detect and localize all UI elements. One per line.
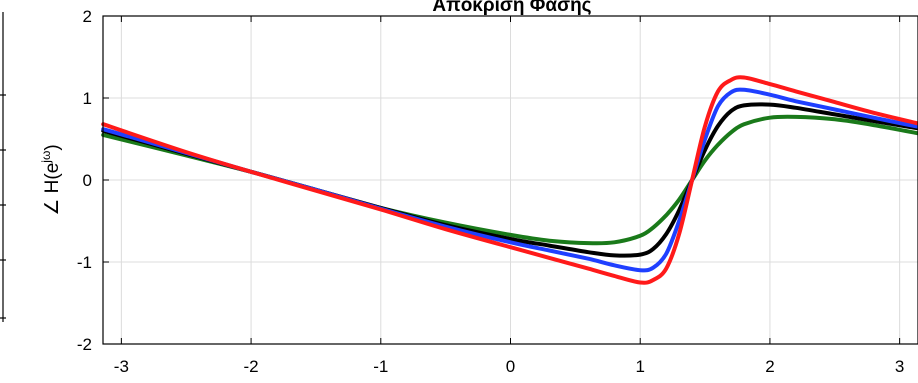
chart-title: Απόκριση Φάσης: [432, 0, 591, 16]
x-tick-label: -3: [114, 357, 129, 376]
x-tick-label: 2: [765, 357, 774, 376]
x-tick-label: 3: [895, 357, 904, 376]
y-axis-label-main: ∠ H(e: [42, 163, 63, 216]
y-axis-label-superscript: jω: [39, 151, 53, 164]
y-tick-label: 2: [83, 7, 92, 26]
y-tick-label: -1: [77, 253, 92, 272]
y-tick-label: 1: [83, 89, 92, 108]
x-tick-label: -2: [244, 357, 259, 376]
x-tick-label: 0: [506, 357, 515, 376]
y-tick-label: -2: [77, 335, 92, 354]
x-tick-label: 1: [635, 357, 644, 376]
series-red-line: [101, 75, 918, 285]
y-axis: -2 -1 0 1 2: [77, 7, 109, 354]
x-tick-label: -1: [373, 357, 388, 376]
y-axis-label-close: ): [42, 144, 63, 150]
grid: [103, 15, 918, 345]
y-tick-label: 0: [83, 171, 92, 190]
y-axis-label: ∠ H(ejω): [39, 144, 63, 215]
series-layer: [101, 75, 918, 285]
x-axis: -3 -2 -1 0 1 2 3: [114, 16, 904, 376]
